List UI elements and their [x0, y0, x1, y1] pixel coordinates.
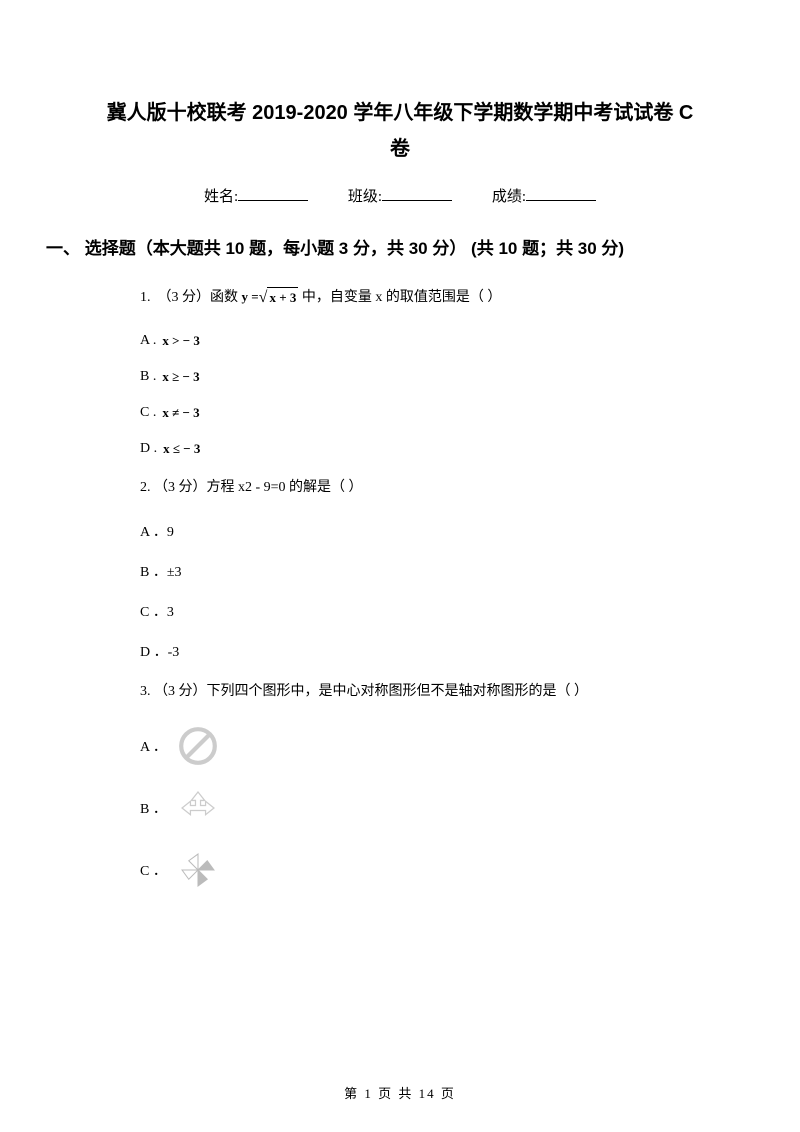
- question-1: 1. （3 分）函数 y = √x + 3 中，自变量 x 的取值范围是（ ）: [140, 285, 710, 311]
- exam-title: 冀人版十校联考 2019-2020 学年八年级下学期数学期中考试试卷 C 卷: [90, 95, 710, 167]
- class-field: 班级:: [348, 185, 452, 206]
- q1-optD-label: D .: [140, 441, 157, 457]
- score-field: 成绩:: [492, 185, 596, 206]
- arrows-icon: [177, 787, 219, 829]
- q3-optC-label: C ．: [140, 860, 167, 880]
- q1-option-a: A . x > − 3: [140, 333, 710, 349]
- name-underline: [238, 187, 308, 201]
- question-2: 2. （3 分）方程 x2 - 9=0 的解是（ ）: [140, 477, 710, 499]
- class-underline: [382, 187, 452, 201]
- q3-option-a: A ．: [140, 725, 710, 767]
- q1-formula-rad: x + 3: [267, 287, 298, 309]
- q1-optB-label: B .: [140, 369, 156, 385]
- name-field: 姓名:: [204, 185, 308, 206]
- q1-optC-label: C .: [140, 405, 156, 421]
- q3-option-c: C ．: [140, 849, 710, 891]
- class-label: 班级:: [348, 189, 382, 205]
- q1-num: 1.: [140, 290, 151, 305]
- student-info-line: 姓名: 班级: 成绩:: [90, 185, 710, 206]
- q1-optA-val: x > − 3: [162, 333, 200, 349]
- q3-optB-label: B ．: [140, 798, 167, 818]
- q1-option-d: D . x ≤ − 3: [140, 441, 710, 457]
- page-footer: 第 1 页 共 14 页: [0, 1083, 800, 1102]
- score-underline: [526, 187, 596, 201]
- q1-formula: y = √x + 3: [242, 285, 299, 311]
- q1-option-b: B . x ≥ − 3: [140, 369, 710, 385]
- title-line2: 卷: [390, 138, 410, 160]
- q2-option-c: C ．3: [140, 601, 710, 621]
- q1-rest: 中，自变量 x 的取值范围是（ ）: [302, 290, 502, 305]
- name-label: 姓名:: [204, 189, 238, 205]
- q1-optC-val: x ≠ − 3: [162, 405, 199, 421]
- section-1-heading: 一、 选择题（本大题共 10 题，每小题 3 分，共 30 分） (共 10 题…: [46, 234, 710, 259]
- q3-option-b: B ．: [140, 787, 710, 829]
- q3-optA-label: A ．: [140, 736, 167, 756]
- q2-option-b: B ．±3: [140, 561, 710, 581]
- q1-option-c: C . x ≠ − 3: [140, 405, 710, 421]
- q1-optD-val: x ≤ − 3: [163, 441, 200, 457]
- no-entry-icon: [177, 725, 219, 767]
- q2-option-d: D ．-3: [140, 641, 710, 661]
- score-label: 成绩:: [492, 189, 526, 205]
- q1-prefix: （3 分）函数: [158, 290, 242, 305]
- q2-option-a: A ．9: [140, 521, 710, 541]
- q1-optA-label: A .: [140, 333, 156, 349]
- question-3: 3. （3 分）下列四个图形中，是中心对称图形但不是轴对称图形的是（ ）: [140, 681, 710, 703]
- q1-formula-y: y =: [242, 287, 259, 308]
- q1-optB-val: x ≥ − 3: [162, 369, 199, 385]
- pinwheel-icon: [177, 849, 219, 891]
- title-line1: 冀人版十校联考 2019-2020 学年八年级下学期数学期中考试试卷 C: [107, 102, 694, 124]
